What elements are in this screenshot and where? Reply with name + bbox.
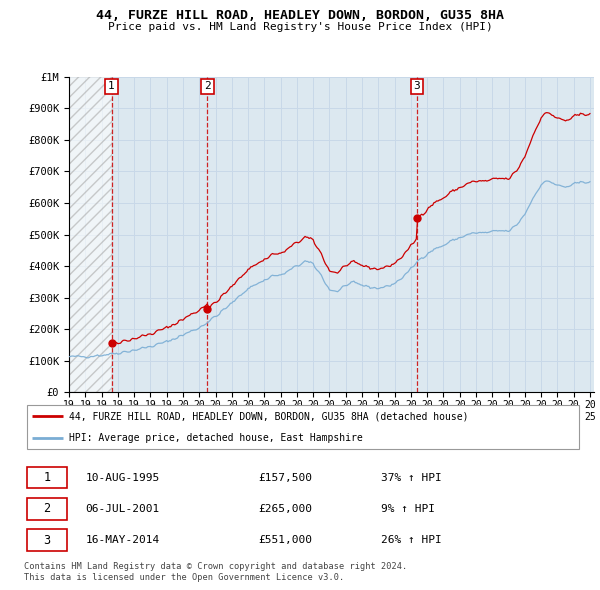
Text: This data is licensed under the Open Government Licence v3.0.: This data is licensed under the Open Gov… bbox=[24, 573, 344, 582]
Text: 16-MAY-2014: 16-MAY-2014 bbox=[85, 535, 160, 545]
Text: £265,000: £265,000 bbox=[259, 504, 313, 514]
Text: 26% ↑ HPI: 26% ↑ HPI bbox=[381, 535, 442, 545]
Text: £551,000: £551,000 bbox=[259, 535, 313, 545]
Text: Contains HM Land Registry data © Crown copyright and database right 2024.: Contains HM Land Registry data © Crown c… bbox=[24, 562, 407, 571]
Point bbox=[412, 214, 422, 223]
Point bbox=[203, 304, 212, 313]
Text: £157,500: £157,500 bbox=[259, 473, 313, 483]
Text: 2: 2 bbox=[43, 502, 50, 516]
Text: 1: 1 bbox=[108, 81, 115, 91]
Point bbox=[107, 338, 116, 348]
Text: 2: 2 bbox=[204, 81, 211, 91]
Bar bbox=[69, 77, 112, 392]
Bar bbox=[27, 498, 67, 520]
Text: 37% ↑ HPI: 37% ↑ HPI bbox=[381, 473, 442, 483]
Text: 44, FURZE HILL ROAD, HEADLEY DOWN, BORDON, GU35 8HA (detached house): 44, FURZE HILL ROAD, HEADLEY DOWN, BORDO… bbox=[68, 411, 468, 421]
Text: 44, FURZE HILL ROAD, HEADLEY DOWN, BORDON, GU35 8HA: 44, FURZE HILL ROAD, HEADLEY DOWN, BORDO… bbox=[96, 9, 504, 22]
Text: 1: 1 bbox=[43, 471, 50, 484]
Text: 3: 3 bbox=[43, 533, 50, 546]
Bar bbox=[27, 529, 67, 550]
Text: 3: 3 bbox=[413, 81, 420, 91]
Text: 06-JUL-2001: 06-JUL-2001 bbox=[85, 504, 160, 514]
Text: HPI: Average price, detached house, East Hampshire: HPI: Average price, detached house, East… bbox=[68, 433, 362, 443]
Text: 10-AUG-1995: 10-AUG-1995 bbox=[85, 473, 160, 483]
Bar bbox=[27, 467, 67, 489]
Text: 9% ↑ HPI: 9% ↑ HPI bbox=[381, 504, 435, 514]
Text: Price paid vs. HM Land Registry's House Price Index (HPI): Price paid vs. HM Land Registry's House … bbox=[107, 22, 493, 32]
